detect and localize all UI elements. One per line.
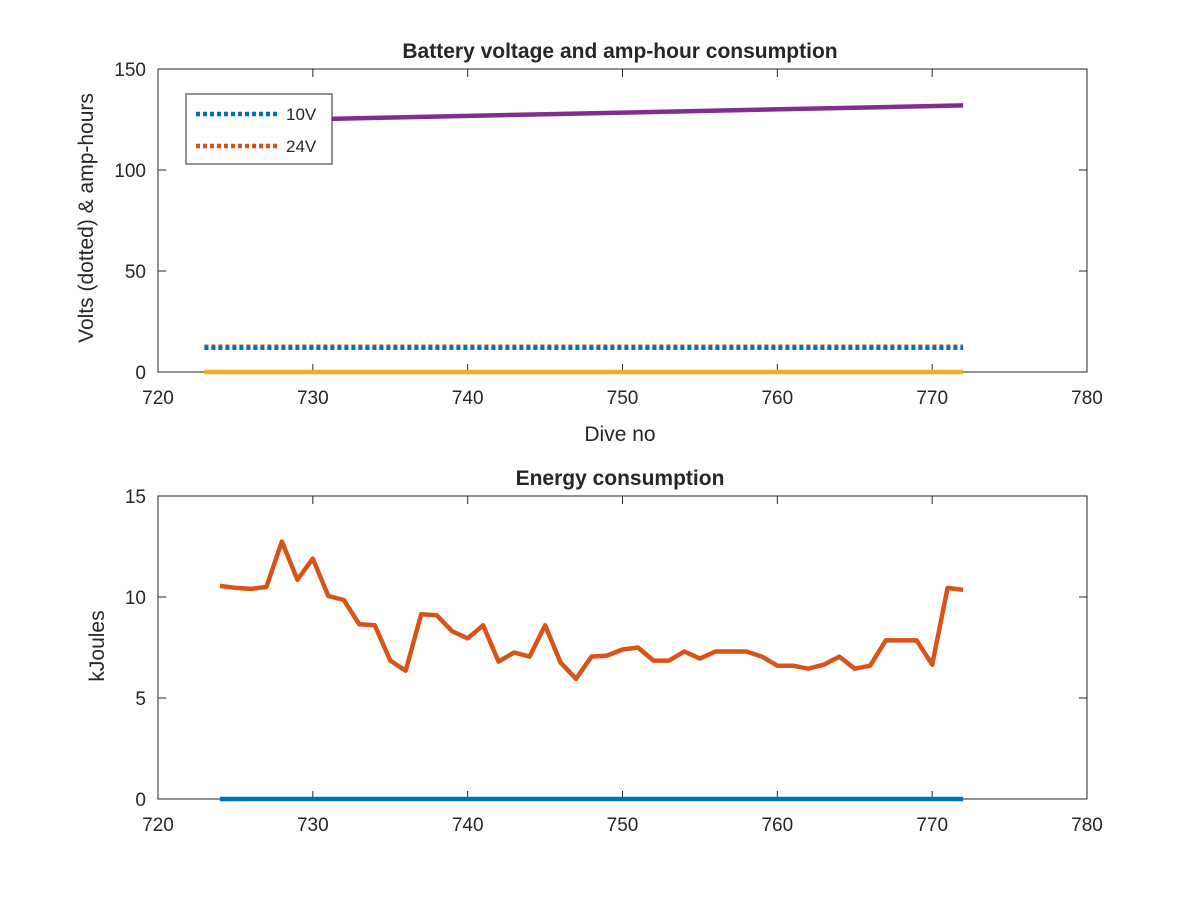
x-tick-label: 720 <box>142 388 174 409</box>
x-tick-label: 770 <box>916 388 948 409</box>
legend-label: 24V <box>286 137 317 156</box>
x-tick-label: 770 <box>916 815 948 836</box>
legend-label: 10V <box>286 105 317 124</box>
y-tick-label: 15 <box>125 487 146 508</box>
y-tick-label: 0 <box>135 363 146 384</box>
x-tick-label: 780 <box>1071 815 1103 836</box>
x-axis-label: Dive no <box>584 423 655 446</box>
y-axis-label: Volts (dotted) & amp-hours <box>75 93 98 343</box>
x-tick-label: 730 <box>297 388 329 409</box>
x-tick-label: 780 <box>1071 388 1103 409</box>
x-tick-label: 720 <box>142 815 174 836</box>
legend-box <box>185 93 333 165</box>
y-tick-label: 150 <box>114 60 146 81</box>
energy-chart: Energy consumption kJoules 720 730 740 750 7… <box>86 467 1103 836</box>
y-tick-label: 10 <box>125 588 146 609</box>
y-tick-label: 0 <box>135 790 146 811</box>
series-line <box>219 539 964 682</box>
y-axis-label: kJoules <box>86 610 109 681</box>
x-tick-label: 760 <box>761 388 793 409</box>
y-tick-label: 5 <box>135 689 146 710</box>
chart-title: Energy consumption <box>516 467 725 490</box>
x-tick-label: 750 <box>607 388 639 409</box>
x-tick-label: 740 <box>452 815 484 836</box>
x-tick-label: 750 <box>607 815 639 836</box>
y-tick-label: 50 <box>125 262 146 283</box>
x-tick-label: 740 <box>452 388 484 409</box>
y-tick-label: 100 <box>114 161 146 182</box>
chart-title: Battery voltage and amp-hour consumption <box>402 40 837 63</box>
voltage-chart: Battery voltage and amp-hour consumption… <box>75 40 1103 446</box>
x-tick-label: 730 <box>297 815 329 836</box>
x-tick-label: 760 <box>761 815 793 836</box>
